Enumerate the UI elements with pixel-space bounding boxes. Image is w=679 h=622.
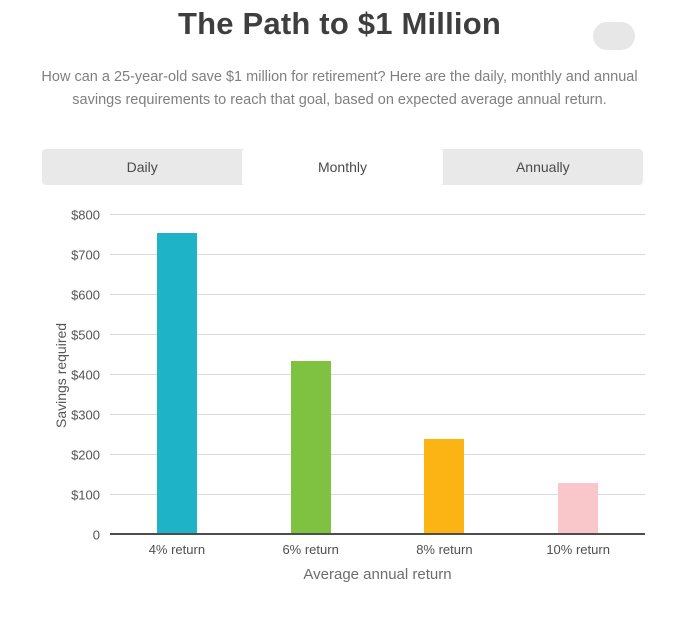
frequency-tabs: Daily Monthly Annually <box>42 148 643 185</box>
gridline <box>110 333 645 335</box>
gridline <box>110 493 645 495</box>
page-subtitle: How can a 25-year-old save $1 million fo… <box>41 69 638 109</box>
y-tick-label: 0 <box>92 527 100 543</box>
decorative-pill <box>593 22 635 50</box>
x-axis-title: Average annual return <box>303 565 452 583</box>
x-tick-label: 10% return <box>546 541 610 557</box>
bar-column <box>511 215 645 535</box>
x-tick-label: 8% return <box>416 541 473 557</box>
gridline <box>110 293 645 295</box>
gridline <box>110 253 645 255</box>
bar-column <box>110 215 244 535</box>
y-tick-label: $400 <box>71 367 100 383</box>
gridline <box>110 413 645 415</box>
bar-8-return <box>424 438 465 535</box>
y-tick-label: $300 <box>71 407 100 423</box>
y-tick-label: $200 <box>71 447 100 463</box>
bars <box>110 215 645 535</box>
bar-column <box>378 215 512 535</box>
tab-annually[interactable]: Annually <box>515 158 570 175</box>
y-tick-label: $700 <box>71 247 100 263</box>
tab-monthly[interactable]: Monthly <box>242 148 443 185</box>
tab-daily[interactable]: Daily <box>126 158 158 175</box>
y-axis-title: Savings required <box>53 322 69 428</box>
x-tick-label: 4% return <box>148 541 206 557</box>
bar-4-return <box>156 232 197 535</box>
x-axis-category-labels: 4% return 6% return 8% return 10% return <box>110 542 645 557</box>
plot-area: 0 $100 $200 $300 $400 $500 $600 $700 $800 <box>71 207 645 542</box>
bar-10-return <box>558 482 599 535</box>
gridline <box>110 453 645 455</box>
y-tick-label: $600 <box>71 287 100 303</box>
y-tick-label: $500 <box>71 327 100 343</box>
bar-6-return <box>290 360 331 535</box>
bar-column <box>244 215 378 535</box>
y-tick-label: $800 <box>71 207 100 223</box>
gridline <box>110 373 645 375</box>
y-tick-label: $100 <box>71 487 100 503</box>
savings-bar-chart: Savings required 0 $100 $200 $300 $400 $500 $6… <box>53 207 645 583</box>
x-axis-line <box>110 532 645 535</box>
x-tick-label: 6% return <box>282 541 339 557</box>
page-title: The Path to $1 Million <box>177 6 502 41</box>
gridline <box>110 213 645 215</box>
